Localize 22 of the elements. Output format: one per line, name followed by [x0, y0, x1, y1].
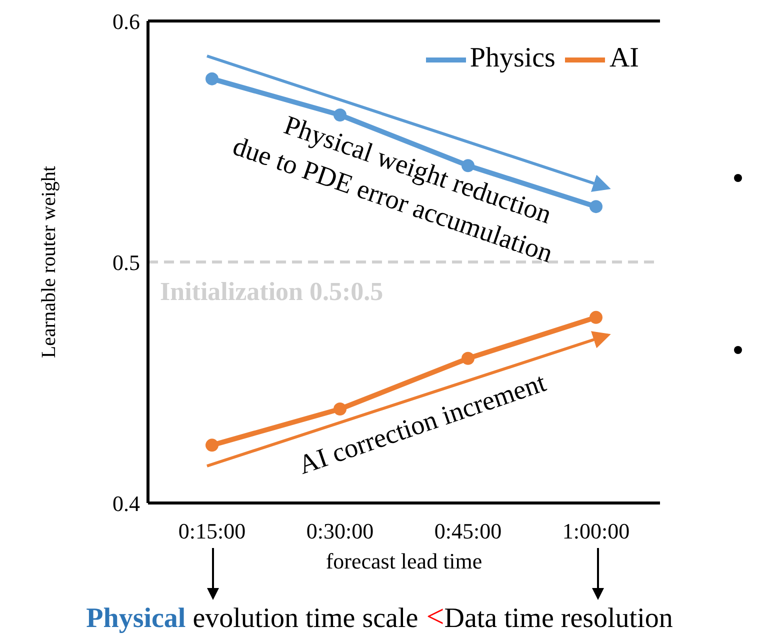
- text: <: [425, 598, 444, 634]
- y-tick-label: 0.6: [112, 8, 140, 34]
- point: [206, 72, 218, 86]
- x-tick-label: 1:00:00: [562, 518, 630, 544]
- y-tick-label: 0.4: [112, 490, 140, 516]
- x-tick-label: 0:15:00: [178, 518, 246, 544]
- point: [590, 310, 602, 324]
- point: [590, 200, 602, 214]
- text: Physical: [86, 603, 186, 634]
- x-tick-label: 0:30:00: [306, 518, 374, 544]
- y-tick-label: 0.5: [112, 250, 140, 275]
- point: [206, 438, 218, 452]
- text: Data time resolution: [444, 603, 673, 634]
- y-axis-title: Learnable router weight: [38, 166, 60, 358]
- point: [462, 159, 474, 172]
- point: [462, 352, 474, 365]
- text: evolution time scale: [192, 603, 418, 634]
- x-axis-title: forecast lead time: [326, 548, 482, 574]
- point: [334, 402, 346, 416]
- x-tick-label: 0:45:00: [434, 518, 502, 544]
- legend-label: Physics: [470, 42, 556, 74]
- legend-label: AI: [609, 42, 639, 74]
